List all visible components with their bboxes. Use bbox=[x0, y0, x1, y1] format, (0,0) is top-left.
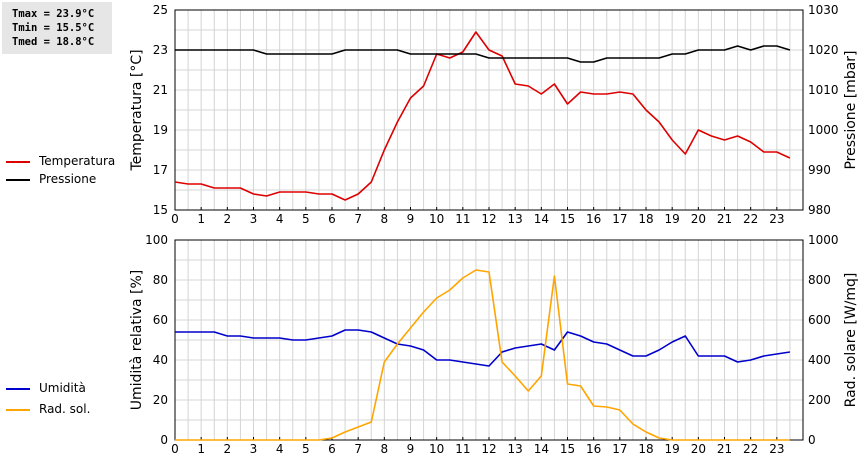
bottom-y2-axis-title: Rad. solare [W/mq] bbox=[843, 273, 859, 408]
bottom-y-tick-label: 80 bbox=[153, 273, 168, 287]
bottom-y-tick-label: 0 bbox=[160, 433, 168, 447]
bottom-x-tick-label: 10 bbox=[429, 442, 444, 456]
bottom-x-tick-label: 4 bbox=[276, 442, 284, 456]
legend-swatch-pressure bbox=[6, 179, 30, 181]
top-y2-tick-label: 980 bbox=[808, 203, 831, 217]
tmin-stat: Tmin = 15.5°C bbox=[12, 22, 95, 34]
top-x-tick-label: 11 bbox=[455, 212, 470, 226]
bottom-y-tick-label: 20 bbox=[153, 393, 168, 407]
bottom-x-tick-label: 8 bbox=[381, 442, 389, 456]
top-x-tick-label: 15 bbox=[560, 212, 575, 226]
top-y2-tick-label: 1000 bbox=[808, 123, 839, 137]
top-y-tick-label: 19 bbox=[153, 123, 168, 137]
bottom-series-line-0 bbox=[175, 329, 791, 367]
top-x-tick-label: 13 bbox=[508, 212, 523, 226]
bottom-x-tick-label: 9 bbox=[407, 442, 415, 456]
top-x-tick-label: 7 bbox=[354, 212, 362, 226]
legend-label-temperature: Temperatura bbox=[39, 154, 116, 168]
bottom-x-tick-label: 18 bbox=[638, 442, 653, 456]
bottom-y-tick-label: 40 bbox=[153, 353, 168, 367]
top-x-tick-label: 14 bbox=[534, 212, 549, 226]
top-x-tick-label: 23 bbox=[769, 212, 784, 226]
bottom-x-tick-label: 15 bbox=[560, 442, 575, 456]
bottom-y2-tick-label: 200 bbox=[808, 393, 831, 407]
bottom-x-tick-label: 23 bbox=[769, 442, 784, 456]
top-x-tick-label: 1 bbox=[197, 212, 205, 226]
top-x-tick-label: 4 bbox=[276, 212, 284, 226]
legend-label-humidity: Umidità bbox=[39, 381, 86, 395]
bottom-x-tick-label: 20 bbox=[691, 442, 706, 456]
top-x-tick-label: 19 bbox=[665, 212, 680, 226]
bottom-y-axis-title: Umidità relativa [%] bbox=[129, 270, 145, 411]
bottom-y-tick-label: 60 bbox=[153, 313, 168, 327]
top-series-line-1 bbox=[175, 45, 791, 63]
bottom-y2-tick-label: 600 bbox=[808, 313, 831, 327]
bottom-x-tick-label: 5 bbox=[302, 442, 310, 456]
top-series-line-0 bbox=[174, 31, 791, 201]
bottom-y2-tick-label: 1000 bbox=[808, 233, 839, 247]
top-x-tick-label: 20 bbox=[691, 212, 706, 226]
top-x-tick-label: 8 bbox=[381, 212, 389, 226]
top-x-tick-label: 5 bbox=[302, 212, 310, 226]
top-x-tick-label: 2 bbox=[224, 212, 232, 226]
top-x-tick-label: 3 bbox=[250, 212, 258, 226]
bottom-x-tick-label: 11 bbox=[455, 442, 470, 456]
top-y2-axis-title: Pressione [mbar] bbox=[843, 50, 859, 169]
top-x-tick-label: 0 bbox=[171, 212, 179, 226]
bottom-y2-tick-label: 800 bbox=[808, 273, 831, 287]
legend-swatch-humidity bbox=[6, 388, 30, 390]
top-x-tick-label: 9 bbox=[407, 212, 415, 226]
top-x-tick-label: 12 bbox=[481, 212, 496, 226]
bottom-x-tick-label: 22 bbox=[743, 442, 758, 456]
bottom-x-tick-label: 6 bbox=[328, 442, 336, 456]
top-y2-tick-label: 990 bbox=[808, 163, 831, 177]
bottom-x-tick-label: 13 bbox=[508, 442, 523, 456]
bottom-x-tick-label: 7 bbox=[354, 442, 362, 456]
bottom-x-tick-label: 2 bbox=[224, 442, 232, 456]
top-y2-tick-label: 1010 bbox=[808, 83, 839, 97]
bottom-x-tick-label: 3 bbox=[250, 442, 258, 456]
top-y-tick-label: 15 bbox=[153, 203, 168, 217]
tmax-stat: Tmax = 23.9°C bbox=[12, 8, 95, 20]
top-x-tick-label: 21 bbox=[717, 212, 732, 226]
top-x-tick-label: 6 bbox=[328, 212, 336, 226]
stats-box: Tmax = 23.9°C Tmin = 15.5°C Tmed = 18.8°… bbox=[2, 2, 112, 54]
top-x-tick-label: 18 bbox=[638, 212, 653, 226]
legend-swatch-radiation bbox=[6, 409, 30, 411]
legend-swatch-temperature bbox=[6, 161, 30, 163]
bottom-x-tick-label: 16 bbox=[586, 442, 601, 456]
top-y-tick-label: 25 bbox=[153, 3, 168, 17]
bottom-series-line-1 bbox=[175, 269, 790, 441]
top-x-tick-label: 17 bbox=[612, 212, 627, 226]
bottom-x-tick-label: 14 bbox=[534, 442, 549, 456]
top-y-tick-label: 23 bbox=[153, 43, 168, 57]
bottom-x-tick-label: 0 bbox=[171, 442, 179, 456]
bottom-y2-tick-label: 0 bbox=[808, 433, 816, 447]
bottom-x-tick-label: 1 bbox=[197, 442, 205, 456]
top-x-tick-label: 10 bbox=[429, 212, 444, 226]
top-y-tick-label: 21 bbox=[153, 83, 168, 97]
top-y-tick-label: 17 bbox=[153, 163, 168, 177]
bottom-x-tick-label: 19 bbox=[665, 442, 680, 456]
bottom-y-tick-label: 100 bbox=[145, 233, 168, 247]
bottom-y2-tick-label: 400 bbox=[808, 353, 831, 367]
legend-label-radiation: Rad. sol. bbox=[39, 402, 91, 416]
bottom-x-tick-label: 12 bbox=[481, 442, 496, 456]
top-x-tick-label: 22 bbox=[743, 212, 758, 226]
tmed-stat: Tmed = 18.8°C bbox=[12, 36, 95, 48]
legend-label-pressure: Pressione bbox=[39, 172, 97, 186]
bottom-x-tick-label: 21 bbox=[717, 442, 732, 456]
bottom-x-tick-label: 17 bbox=[612, 442, 627, 456]
top-x-tick-label: 16 bbox=[586, 212, 601, 226]
top-y-axis-title: Temperatura [°C] bbox=[129, 49, 145, 171]
top-y2-tick-label: 1030 bbox=[808, 3, 839, 17]
top-y2-tick-label: 1020 bbox=[808, 43, 839, 57]
